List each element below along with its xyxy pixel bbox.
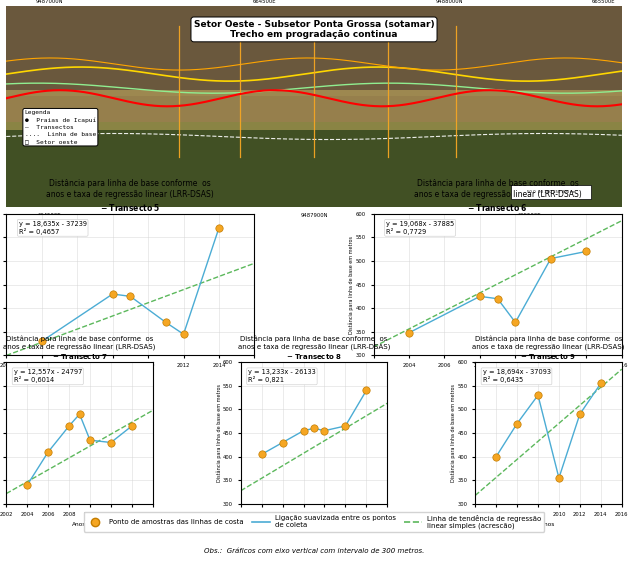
Point: [554, 473, 564, 482]
Text: 50 0  50 100 150 200 m: 50 0 50 100 150 200 m: [528, 190, 575, 194]
Bar: [6, 90, 622, 130]
Title: Distância para linha de base conforme  os
anos e taxa de regressão linear (LRR-D: Distância para linha de base conforme os…: [3, 336, 156, 361]
Y-axis label: Distância para linha de base em metros: Distância para linha de base em metros: [450, 384, 456, 482]
X-axis label: Anos: Anos: [123, 374, 138, 379]
X-axis label: Anos: Anos: [72, 522, 87, 527]
Text: 9487900N: 9487900N: [300, 213, 328, 218]
Title: Distância para linha de base conforme  os
anos e taxa de regressão linear (LRR-D: Distância para linha de base conforme os…: [472, 336, 625, 361]
Text: 9488000N: 9488000N: [436, 0, 463, 3]
Point: [596, 379, 606, 388]
Point: [404, 328, 414, 337]
Point: [298, 426, 308, 435]
Point: [546, 254, 556, 263]
X-axis label: Anos: Anos: [307, 522, 321, 527]
Title: Distância para linha de base conforme  os
anos e taxa de regressão linear (LRR-D: Distância para linha de base conforme os…: [46, 179, 214, 213]
Point: [161, 318, 171, 327]
Point: [75, 410, 85, 419]
Point: [309, 424, 319, 433]
Title: Distância para linha de base conforme  os
anos e taxa de regressão linear (LRR-D: Distância para linha de base conforme os…: [414, 179, 582, 213]
Point: [106, 438, 116, 447]
Point: [178, 330, 188, 339]
Text: y = 18,694x - 37093
R² = 0,6435: y = 18,694x - 37093 R² = 0,6435: [482, 369, 551, 383]
Text: y = 12,557x - 24797
R² = 0,6014: y = 12,557x - 24797 R² = 0,6014: [14, 369, 82, 383]
Bar: [511, 185, 591, 199]
Point: [492, 294, 502, 303]
Text: Setor Oeste - Subsetor Ponta Grossa (sotamar)
Trecho em progradação continua: Setor Oeste - Subsetor Ponta Grossa (sot…: [193, 20, 435, 39]
Point: [575, 410, 585, 419]
Point: [43, 447, 53, 456]
Point: [340, 422, 350, 430]
Point: [361, 386, 371, 395]
Point: [64, 422, 74, 430]
Text: Legenda
●  Praias de Icapuí
—  Transectos
....  Linha de base
□  Setor oeste: Legenda ● Praias de Icapuí — Transectos …: [24, 110, 96, 144]
Text: 664500E: 664500E: [253, 0, 276, 3]
Point: [22, 481, 32, 490]
Point: [491, 452, 501, 461]
Y-axis label: Distância para linha de base em metros: Distância para linha de base em metros: [349, 235, 354, 333]
Text: 665500E: 665500E: [592, 0, 615, 3]
Text: 665500E: 665500E: [517, 213, 541, 218]
Bar: [6, 123, 622, 207]
Legend: Ponto de amostras das linhas de costa, Ligação suavizada entre os pontos
de cole: Ponto de amostras das linhas de costa, L…: [84, 512, 544, 532]
Point: [127, 422, 137, 430]
Point: [475, 292, 485, 301]
Point: [85, 436, 95, 445]
X-axis label: Anos: Anos: [490, 374, 505, 379]
Text: y = 19,068x - 37885
R² = 0,7729: y = 19,068x - 37885 R² = 0,7729: [386, 221, 454, 235]
Point: [512, 419, 522, 428]
Point: [582, 247, 592, 256]
Point: [36, 337, 46, 346]
Point: [126, 292, 136, 301]
Text: y = 13,233x - 26133
R² = 0,821: y = 13,233x - 26133 R² = 0,821: [248, 369, 316, 383]
Point: [257, 450, 267, 459]
Bar: [6, 6, 622, 96]
Text: y = 18,635x - 37239
R² = 0,4657: y = 18,635x - 37239 R² = 0,4657: [19, 221, 87, 235]
Point: [214, 223, 224, 232]
Point: [511, 318, 521, 327]
Text: 9487000N: 9487000N: [36, 0, 63, 3]
Y-axis label: Distância para linha de base em metros: Distância para linha de base em metros: [216, 384, 222, 482]
X-axis label: Anos: Anos: [541, 522, 556, 527]
Point: [320, 426, 330, 435]
Point: [107, 289, 117, 298]
Text: Obs.:  Gráficos com eixo vertical com intervalo de 300 metros.: Obs.: Gráficos com eixo vertical com int…: [204, 548, 424, 554]
Title: Distância para linha de base conforme  os
anos e taxa de regressão linear (LRR-D: Distância para linha de base conforme os…: [238, 336, 390, 361]
Text: 664500E: 664500E: [38, 213, 61, 218]
Point: [533, 391, 543, 400]
Point: [278, 438, 288, 447]
